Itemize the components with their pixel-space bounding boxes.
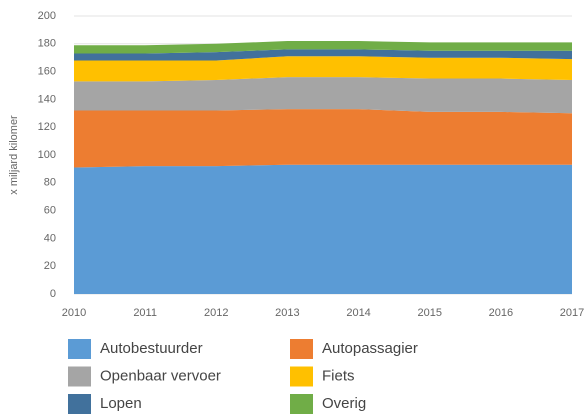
legend-label: Fiets xyxy=(322,367,355,384)
area xyxy=(74,49,572,61)
y-tick-label: 160 xyxy=(38,66,56,78)
y-tick-label: 40 xyxy=(44,232,56,244)
legend-label: Autopassagier xyxy=(322,340,418,357)
area xyxy=(74,77,572,114)
x-tick-label: 2011 xyxy=(133,307,157,319)
area xyxy=(74,109,572,168)
y-tick-label: 180 xyxy=(38,38,56,50)
legend-swatch xyxy=(290,366,313,387)
y-tick-label: 120 xyxy=(38,121,56,133)
x-tick-label: 2014 xyxy=(346,307,370,319)
legend-swatch xyxy=(68,339,91,359)
x-tick-label: 2016 xyxy=(489,307,513,319)
legend-label: Openbaar vervoer xyxy=(100,367,221,384)
y-axis-label: x miljard kilomer xyxy=(8,115,20,195)
x-tick-label: 2013 xyxy=(275,307,299,319)
y-tick-label: 80 xyxy=(44,177,56,189)
legend-label: Autobestuurder xyxy=(100,340,203,357)
y-tick-label: 100 xyxy=(38,149,56,161)
x-tick-label: 2010 xyxy=(62,307,86,319)
legend-label: Lopen xyxy=(100,395,142,412)
y-tick-label: 140 xyxy=(38,93,56,105)
area xyxy=(74,41,572,54)
y-tick-label: 60 xyxy=(44,205,56,217)
x-tick-label: 2017 xyxy=(560,307,584,319)
y-tick-label: 20 xyxy=(44,260,56,272)
x-tick-label: 2012 xyxy=(204,307,228,319)
legend-swatch xyxy=(68,394,91,414)
legend-label: Overig xyxy=(322,395,366,412)
y-tick-label: 200 xyxy=(38,10,56,22)
area xyxy=(74,164,572,294)
legend-swatch xyxy=(290,339,313,359)
legend-swatch xyxy=(68,366,91,387)
y-tick-label: 0 xyxy=(50,288,56,300)
legend-swatch xyxy=(290,394,313,414)
x-tick-label: 2015 xyxy=(417,307,441,319)
area xyxy=(74,56,572,82)
